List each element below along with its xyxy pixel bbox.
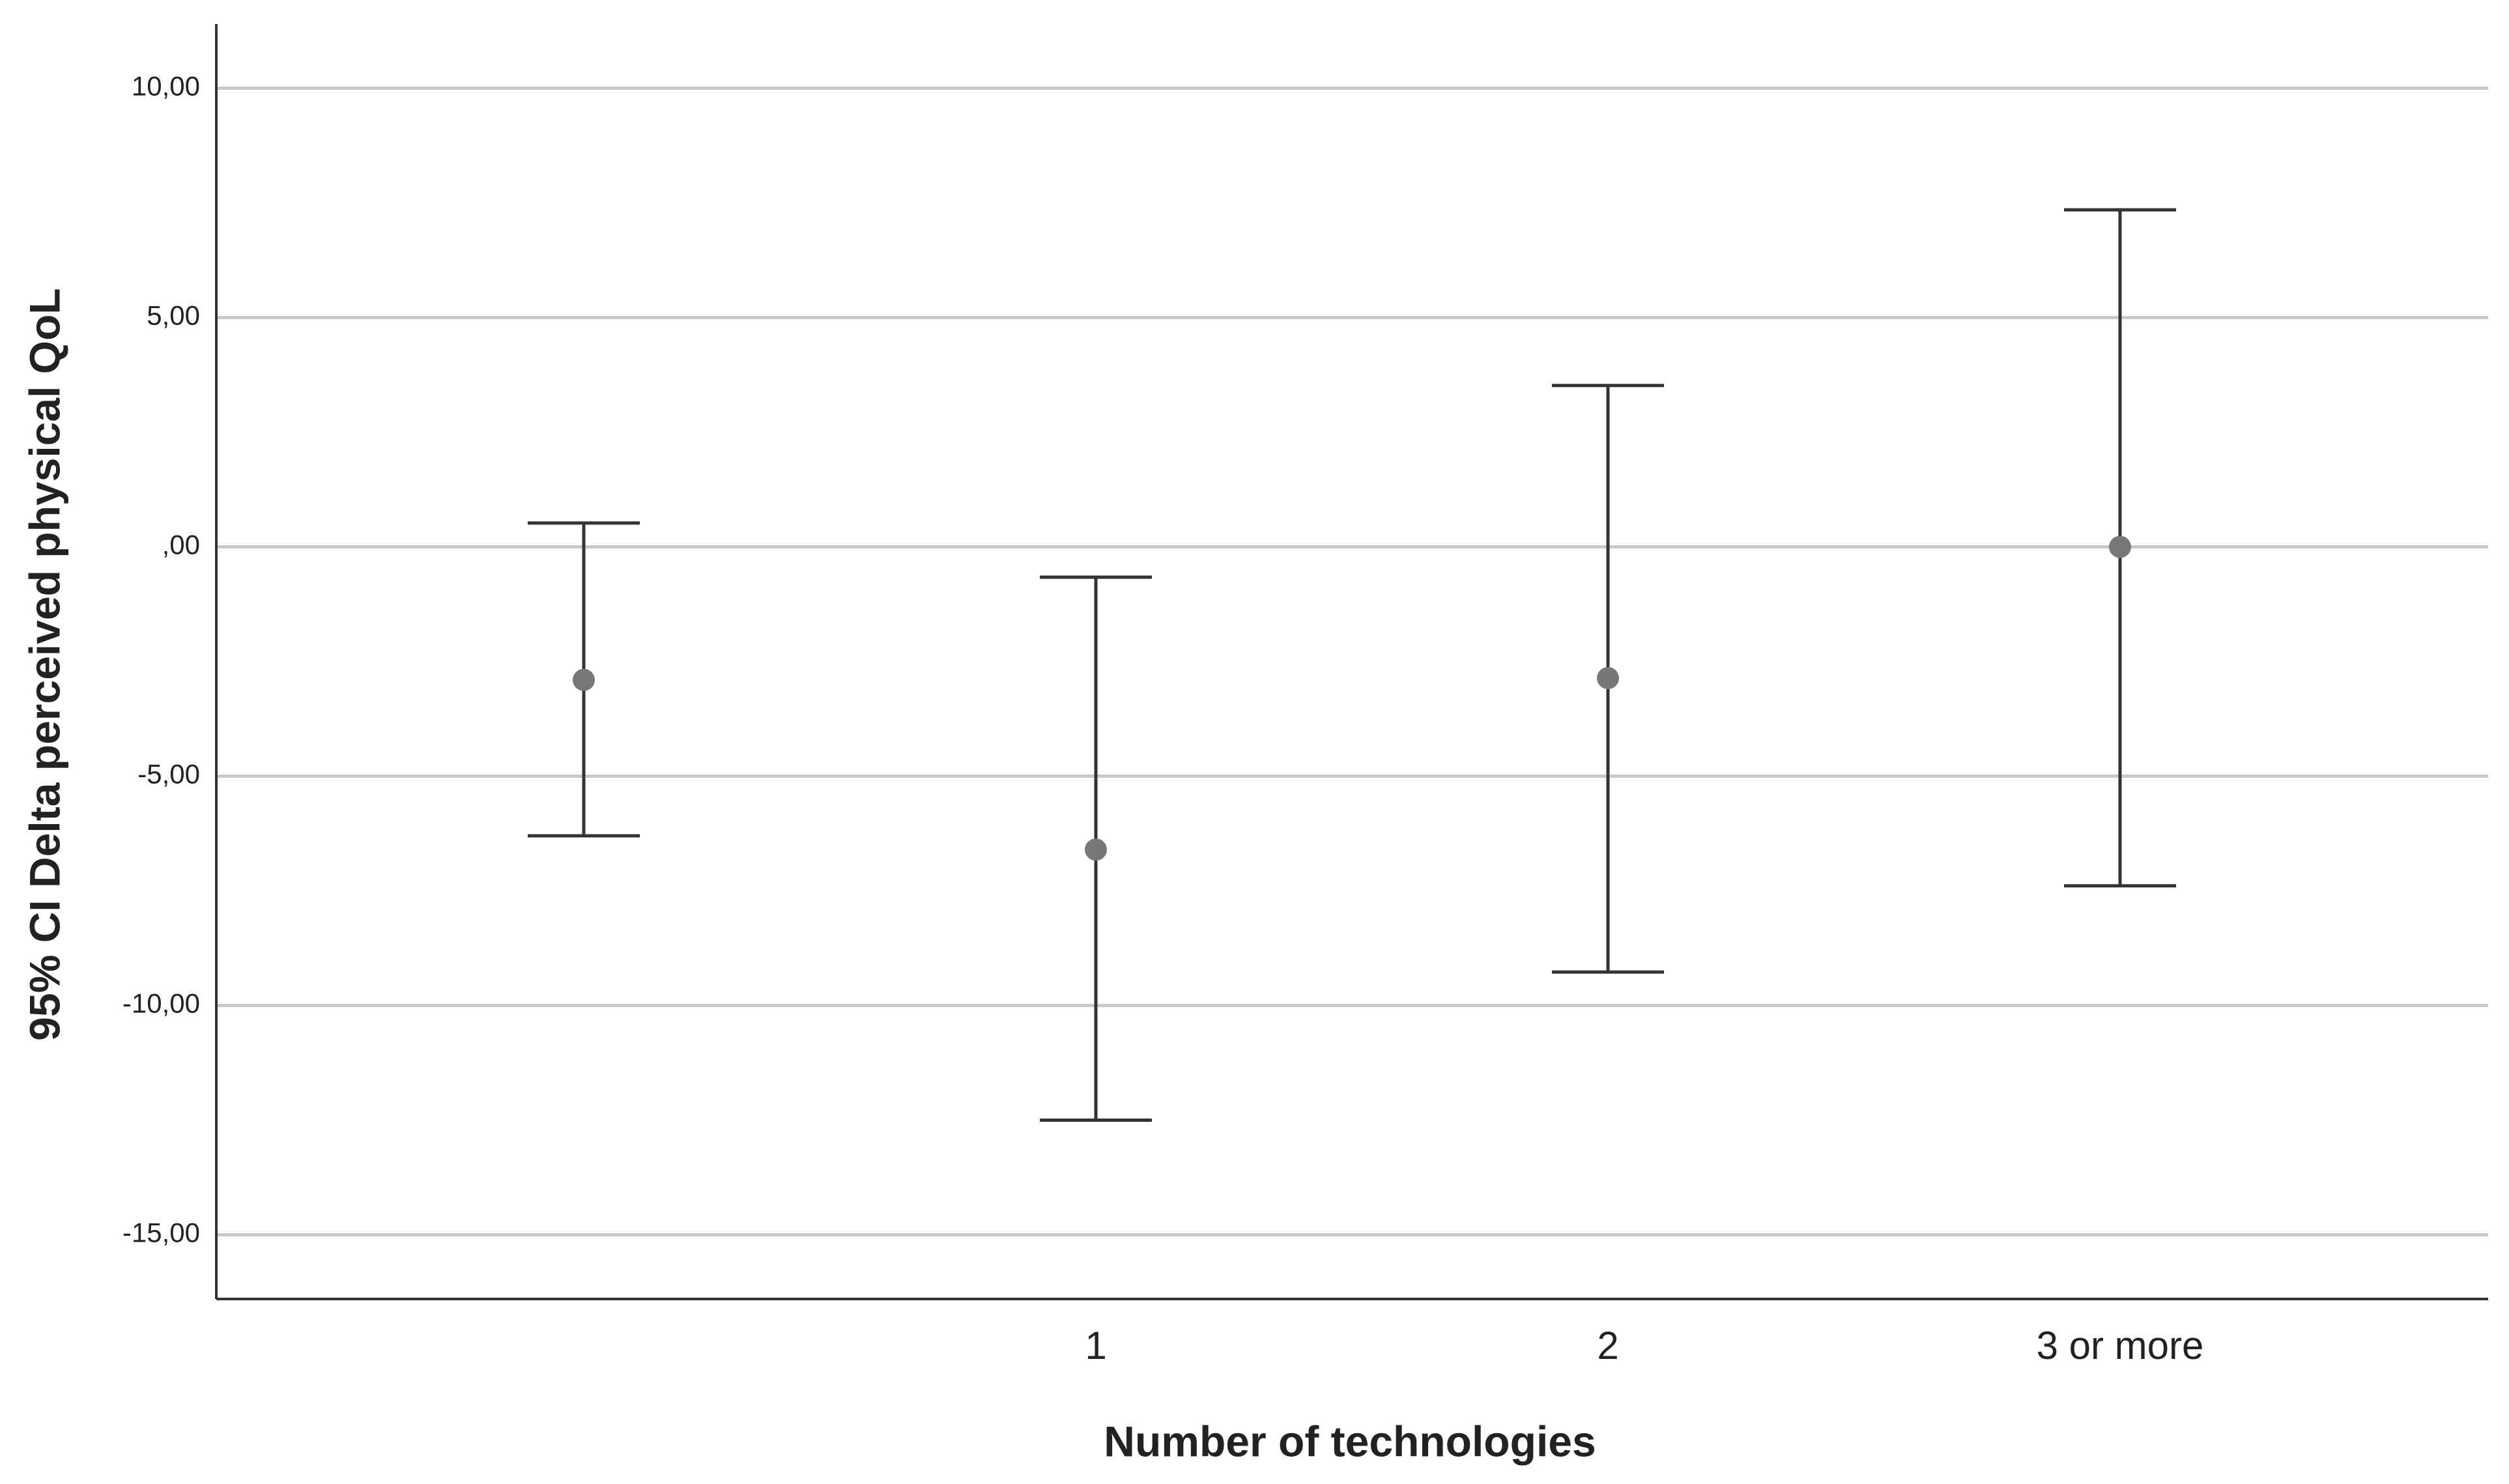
y-tick-label: -10,00 — [122, 988, 200, 1019]
y-tick-label: -15,00 — [122, 1218, 200, 1248]
y-tick-label: 5,00 — [147, 300, 200, 331]
y-axis-title: 95% CI Delta perceived physical QoL — [20, 288, 68, 1040]
y-tick-label: -5,00 — [137, 759, 200, 790]
x-tick-label: 3 or more — [2037, 1324, 2204, 1367]
mean-point — [573, 668, 595, 691]
y-tick-label: 10,00 — [132, 71, 200, 102]
mean-point — [1597, 666, 1619, 689]
mean-point — [2109, 535, 2131, 558]
x-axis-title: Number of technologies — [1104, 1417, 1596, 1465]
y-tick-label: ,00 — [162, 530, 200, 560]
mean-point — [1085, 838, 1107, 861]
x-tick-label: 1 — [1085, 1324, 1106, 1367]
x-tick-label: 2 — [1597, 1324, 1618, 1367]
